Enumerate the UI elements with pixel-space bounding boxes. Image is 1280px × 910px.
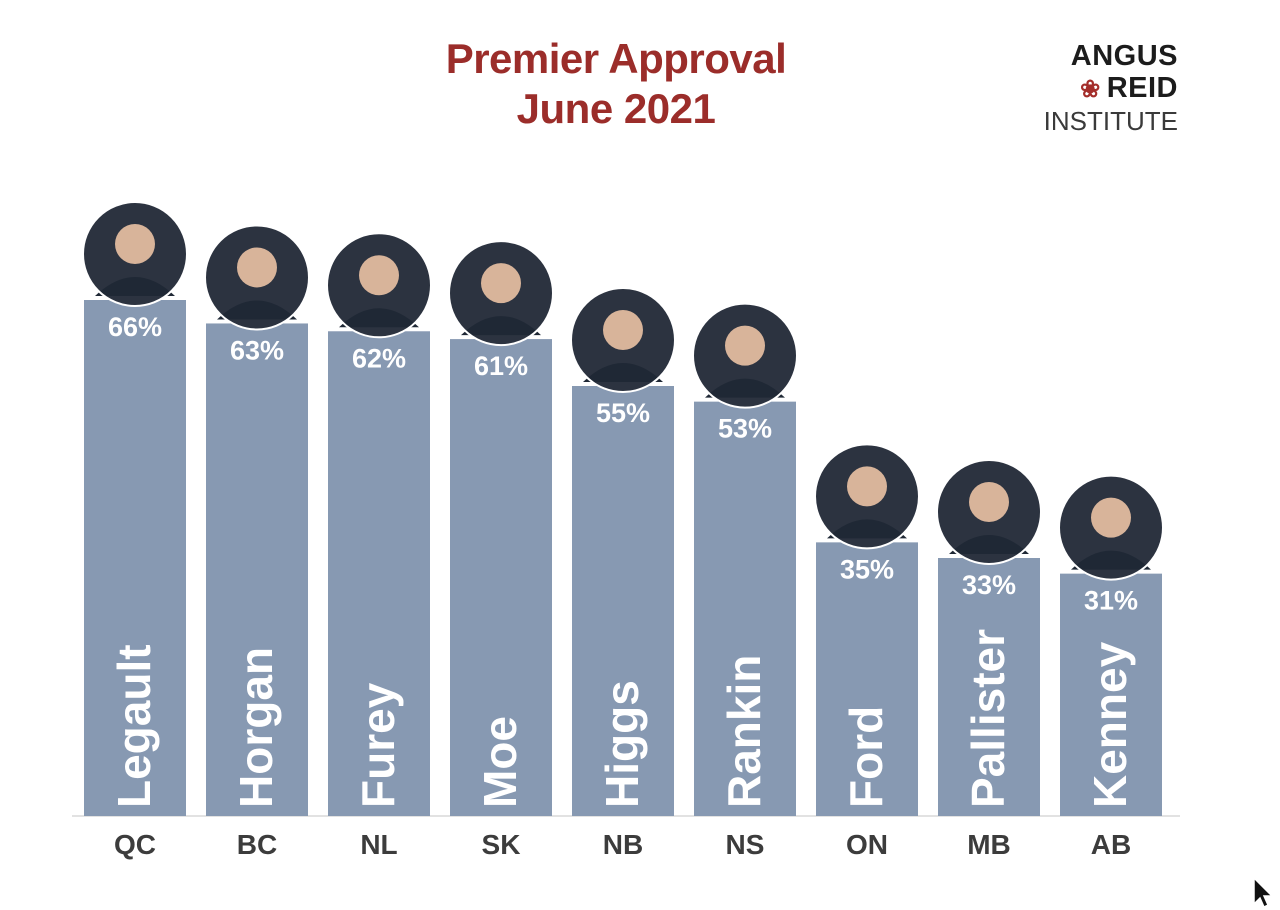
chart-title-line2: June 2021 [516, 85, 716, 132]
chart-title: Premier Approval June 2021 [300, 34, 932, 134]
category-tick-label: SK [482, 829, 521, 860]
premier-name-label: Ford [840, 706, 892, 808]
premier-name-label: Legault [108, 644, 160, 808]
value-label: 66% [108, 312, 162, 342]
portrait-icon [692, 302, 798, 409]
premier-name-label: Rankin [718, 655, 770, 808]
premier-name-label: Kenney [1084, 641, 1136, 808]
category-tick-label: AB [1091, 829, 1131, 860]
value-label: 63% [230, 335, 284, 365]
category-tick-label: MB [967, 829, 1011, 860]
bar-sk [450, 339, 552, 816]
bar-bc [206, 323, 308, 816]
logo-line3: INSTITUTE [1043, 106, 1178, 136]
portrait-icon [570, 287, 676, 393]
bar-ab [1060, 573, 1162, 816]
mouse-pointer-icon [1253, 876, 1274, 909]
maple-leaf-icon: ❀ [1080, 76, 1101, 103]
portrait-icon [936, 459, 1042, 565]
portrait-icon [814, 443, 920, 550]
category-tick-label: BC [237, 829, 277, 860]
value-label: 31% [1084, 586, 1138, 616]
portrait-icon [326, 232, 432, 339]
value-label: 53% [718, 414, 772, 444]
value-label: 55% [596, 398, 650, 428]
bar-nb [572, 386, 674, 816]
premier-name-label: Moe [474, 716, 526, 808]
value-label: 35% [840, 554, 894, 584]
bars-group: 66% Legault QC 63% Horgan BC 62% Furey NL 61% Moe S… [82, 201, 1164, 860]
bar-mb [938, 558, 1040, 816]
bar-on [816, 542, 918, 816]
angus-reid-logo: ANGUS ❀ REID INSTITUTE [1028, 40, 1178, 136]
logo-line2: REID [1106, 72, 1178, 104]
portrait-icon [448, 240, 554, 347]
logo-line1: ANGUS [1070, 40, 1178, 72]
portrait-icon [82, 201, 188, 307]
value-label: 61% [474, 351, 528, 381]
category-tick-label: NL [360, 829, 397, 860]
chart-title-line1: Premier Approval [445, 35, 787, 82]
logo-line2-row: ❀ REID [1028, 72, 1178, 106]
category-tick-label: ON [846, 829, 888, 860]
bar-nl [328, 331, 430, 816]
premier-name-label: Furey [352, 682, 404, 808]
value-label: 33% [962, 570, 1016, 600]
bar-ns [694, 401, 796, 816]
premier-name-label: Higgs [596, 680, 648, 808]
category-tick-label: NB [603, 829, 643, 860]
portrait-icon [1058, 474, 1164, 581]
category-tick-label: NS [726, 829, 765, 860]
category-tick-label: QC [114, 829, 156, 860]
portrait-icon [204, 224, 310, 331]
premier-name-label: Pallister [962, 629, 1014, 808]
value-label: 62% [352, 343, 406, 373]
premier-name-label: Horgan [230, 647, 282, 808]
bar-qc [84, 300, 186, 816]
